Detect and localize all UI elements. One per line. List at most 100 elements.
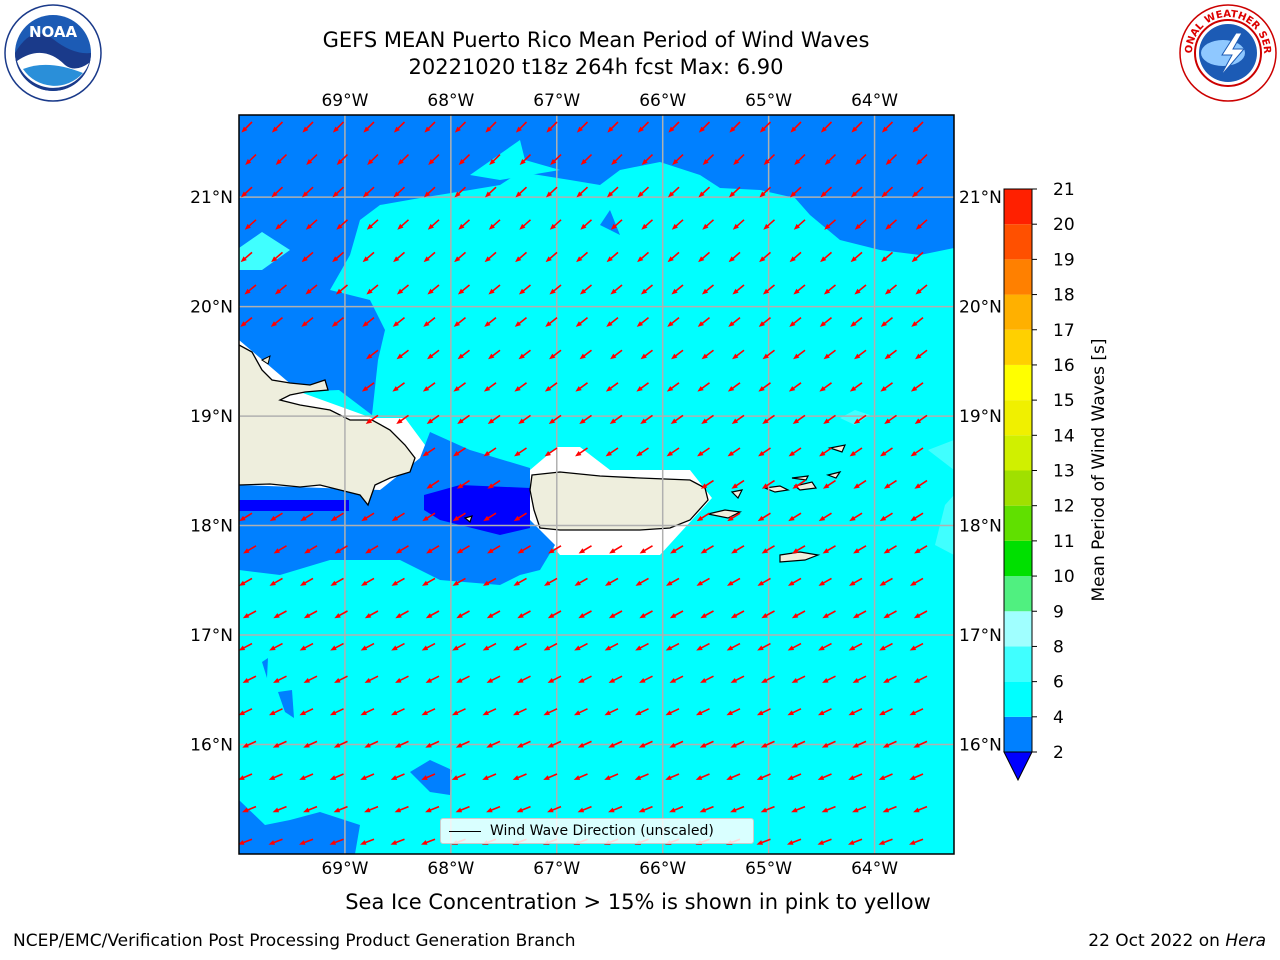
wind-wave-arrow [487, 414, 501, 425]
wind-wave-arrow [726, 773, 741, 780]
wind-wave-arrow [544, 447, 558, 457]
wind-wave-arrow [697, 382, 710, 392]
wind-wave-arrow [483, 382, 497, 392]
wind-wave-arrow [756, 838, 771, 845]
wind-wave-arrow [634, 708, 649, 716]
wind-wave-arrow [486, 872, 500, 877]
wind-wave-arrow [793, 349, 806, 360]
wind-wave-arrow [850, 316, 863, 327]
colorbar: 2 4 6 8 9 10 11 12 13 14 15 16 17 18 19 20 21 [1003, 180, 1075, 782]
wind-wave-arrow [482, 642, 497, 651]
wind-wave-arrow [670, 414, 684, 425]
wind-wave-arrow [909, 642, 924, 651]
wind-wave-arrow [239, 773, 253, 780]
wind-wave-arrow [396, 284, 410, 295]
wave-period-patch-e1 [840, 410, 870, 425]
wind-wave-arrow [452, 577, 466, 586]
wind-wave-arrow [791, 610, 806, 619]
colorbar-tick-label: 6 [1053, 673, 1064, 693]
legend-label: Wind Wave Direction (unscaled) [490, 823, 714, 839]
wind-wave-arrow [303, 872, 317, 877]
wind-wave-arrow [269, 642, 283, 651]
wind-wave-arrow [641, 154, 654, 166]
wind-wave-arrow [239, 708, 253, 716]
wind-wave-arrow [424, 121, 436, 133]
wind-wave-arrow [761, 675, 775, 683]
colorbar-segment [1004, 435, 1032, 471]
wind-wave-arrow [548, 545, 562, 554]
wave-period-low-region-channel [239, 432, 555, 585]
wind-wave-arrow [365, 414, 379, 425]
wind-wave-arrow [336, 219, 349, 230]
wind-wave-arrow [549, 284, 562, 295]
wind-wave-arrow [850, 186, 863, 198]
wind-wave-arrow [727, 447, 741, 457]
wind-wave-arrow [426, 414, 440, 425]
wave-period-patch-s [410, 760, 452, 795]
wind-wave-arrow [272, 740, 287, 748]
wind-wave-arrow [421, 838, 436, 845]
colorbar-segment [1004, 294, 1032, 330]
wind-wave-arrow [609, 545, 623, 554]
wind-wave-arrow [336, 154, 349, 166]
wind-wave-arrow [425, 740, 440, 748]
wind-wave-arrow [823, 414, 836, 425]
wind-wave-arrow [330, 577, 344, 586]
wind-wave-arrow [423, 251, 436, 263]
wind-wave-arrow [726, 708, 741, 716]
wind-wave-arrow [884, 284, 898, 295]
lon-tick-label-bottom: 66°W [639, 859, 686, 879]
lat-tick-label-right: 21°N [959, 188, 1002, 208]
footer-date-text: 22 Oct 2022 on [1088, 931, 1226, 951]
wind-wave-arrow [666, 382, 680, 392]
wind-wave-arrow [391, 577, 405, 586]
wind-wave-arrow [854, 284, 867, 295]
wind-wave-arrow [421, 642, 436, 651]
wind-wave-arrow [451, 773, 466, 780]
wind-wave-arrow [550, 154, 562, 166]
wind-wave-arrow [519, 154, 532, 166]
wind-wave-arrow [726, 642, 741, 651]
wind-wave-arrow [482, 773, 497, 780]
wind-wave-arrow [245, 154, 257, 166]
lon-tick-label-top: 69°W [321, 91, 368, 111]
wind-wave-arrow [759, 121, 772, 133]
wind-wave-arrow [639, 675, 653, 683]
wind-wave-arrow [239, 577, 253, 586]
wind-wave-arrow [730, 675, 745, 683]
lon-tick-label-top: 65°W [745, 91, 792, 111]
wind-wave-arrow [671, 284, 684, 295]
wind-wave-arrow [849, 512, 863, 522]
footer-date: 22 Oct 2022 on Hera [1088, 931, 1266, 951]
wind-wave-arrow [853, 414, 867, 425]
wind-wave-arrow [604, 577, 619, 586]
wind-wave-arrow [668, 121, 680, 133]
wave-period-cyan-patch [470, 140, 560, 180]
wind-wave-arrow [914, 414, 928, 425]
wind-wave-arrow [729, 121, 741, 133]
wind-wave-arrow [516, 872, 530, 877]
wind-wave-arrow [756, 773, 771, 780]
wind-wave-arrow [239, 512, 253, 522]
wind-wave-arrow [549, 349, 562, 360]
footer-host: Hera [1225, 931, 1266, 951]
wind-wave-arrow [665, 642, 680, 651]
lon-tick-label-top: 68°W [427, 91, 474, 111]
colorbar-tick-label: 19 [1053, 250, 1075, 270]
wind-wave-arrow [451, 708, 466, 716]
wind-wave-arrow [364, 675, 379, 683]
wind-wave-arrow [240, 186, 253, 198]
wind-wave-arrow [604, 708, 619, 716]
wind-wave-arrow [299, 838, 314, 845]
map-frame [238, 114, 955, 855]
wind-wave-arrow [395, 610, 409, 619]
wind-wave-arrow [394, 872, 408, 877]
wind-wave-arrow [605, 382, 619, 392]
wind-wave-arrow [240, 251, 253, 263]
wind-wave-arrow [669, 610, 684, 619]
wind-wave-arrow [334, 610, 348, 619]
wind-wave-arrow [879, 512, 893, 522]
wind-wave-arrow [791, 805, 806, 813]
land-st-thomas [762, 485, 790, 493]
wind-wave-arrow [853, 479, 867, 489]
